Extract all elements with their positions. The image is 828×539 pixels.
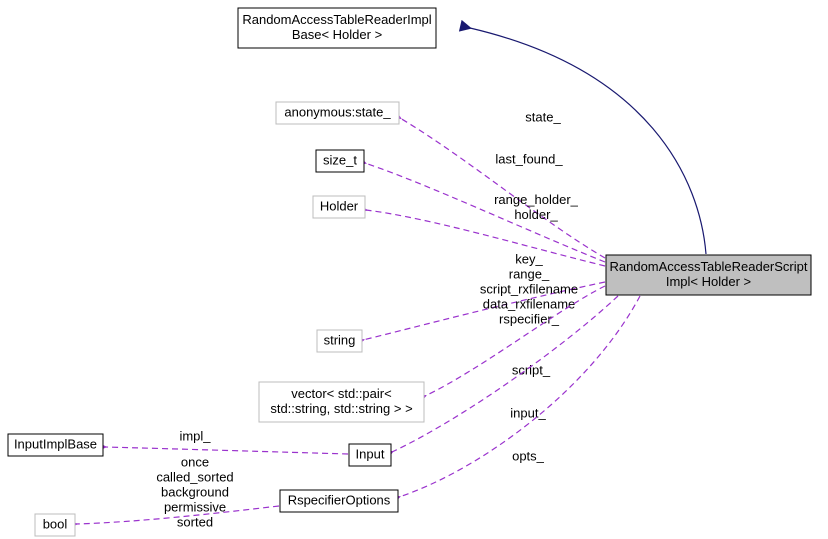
node-label: Impl< Holder > (666, 274, 751, 289)
node-state[interactable]: anonymous:state_ (276, 102, 399, 124)
edge-label: state_ (525, 109, 561, 124)
node-string[interactable]: string (317, 330, 362, 352)
node-label: RspecifierOptions (288, 492, 391, 507)
node-label: RandomAccessTableReaderScript (610, 259, 808, 274)
edge-label: background (161, 484, 229, 499)
node-label: std::string, std::string > > (270, 401, 412, 416)
edge-main-base (470, 28, 706, 254)
node-main[interactable]: RandomAccessTableReaderScriptImpl< Holde… (606, 255, 811, 295)
node-label: vector< std::pair< (291, 386, 391, 401)
node-label: Holder (320, 198, 359, 213)
edge-input-inputimpl (105, 447, 348, 454)
node-base[interactable]: RandomAccessTableReaderImplBase< Holder … (238, 8, 436, 48)
node-rspec[interactable]: RspecifierOptions (280, 490, 398, 512)
edge-label: script_ (512, 362, 551, 377)
node-input[interactable]: Input (349, 444, 391, 466)
edge-label: permissive (164, 499, 226, 514)
node-label: bool (43, 516, 68, 531)
node-label: RandomAccessTableReaderImpl (242, 12, 431, 27)
edge-label: data_rxfilename (483, 296, 576, 311)
node-bool[interactable]: bool (35, 514, 75, 536)
edge-label: impl_ (179, 428, 211, 443)
edge-label: once (181, 454, 209, 469)
edge-label: sorted (177, 514, 213, 529)
edge-label: script_rxfilename (480, 281, 578, 296)
edge-label: holder_ (514, 207, 558, 222)
edge-label: opts_ (512, 448, 545, 463)
edge-main-size_t (365, 163, 605, 262)
node-vector[interactable]: vector< std::pair<std::string, std::stri… (259, 382, 424, 422)
node-holder[interactable]: Holder (313, 196, 365, 218)
edge-label: range_ (509, 266, 550, 281)
node-label: size_t (323, 152, 357, 167)
edge-main-holder (366, 210, 605, 266)
node-label: Input (356, 446, 385, 461)
edge-main-state (400, 118, 605, 258)
node-label: Base< Holder > (292, 27, 382, 42)
nodes-layer: RandomAccessTableReaderImplBase< Holder … (8, 8, 811, 536)
node-inputimpl[interactable]: InputImplBase (8, 434, 103, 456)
node-label: string (324, 332, 356, 347)
node-size_t[interactable]: size_t (316, 150, 364, 172)
edge-label: range_holder_ (494, 192, 579, 207)
edge-label: called_sorted (156, 469, 233, 484)
edge-label: last_found_ (495, 151, 563, 166)
node-label: anonymous:state_ (284, 104, 391, 119)
node-label: InputImplBase (14, 436, 97, 451)
edge-label: key_ (515, 251, 543, 266)
